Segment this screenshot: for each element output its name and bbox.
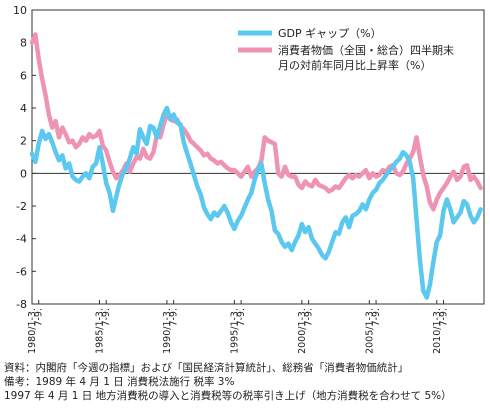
x-tick-label: 7-9. <box>371 308 382 327</box>
series-layer <box>29 32 483 300</box>
remarks-note: 備考：1989 年 4 月 1 日 消費税法施行 税率 3% <box>4 376 235 388</box>
y-tick-label: 10 <box>13 4 27 17</box>
source-note: 資料：内閣府「今週の指標」および「国民経済計算統計」、総務省「消費者物価統計」 <box>4 362 409 374</box>
y-tick-label: -8 <box>16 298 27 311</box>
x-tick-label: 1980/1-3. <box>27 308 38 354</box>
x-tick-label: 7-9. <box>34 308 45 327</box>
x-tick-label: 7-9. <box>304 308 315 327</box>
y-tick-label: 8 <box>20 37 27 50</box>
legend-label-cpi-line2: 月の対前年同月比上昇率（%） <box>278 58 431 72</box>
y-tick-label: -2 <box>16 200 27 213</box>
y-tick-label: 4 <box>20 102 27 115</box>
remarks-note-2: 1997 年 4 月 1 日 地方消費税の導入と消費税等の税率引き上げ（地方消費… <box>4 390 452 402</box>
x-tick-label: 7-9. <box>439 308 450 327</box>
y-tick-label: -4 <box>16 233 27 246</box>
y-axis: 10 8 6 4 2 0 -2 -4 -6 -8 <box>13 4 36 311</box>
source-notes: 資料：内閣府「今週の指標」および「国民経済計算統計」、総務省「消費者物価統計」 … <box>4 361 490 403</box>
x-tick-label: 2000/1-3. <box>297 308 308 354</box>
y-tick-label: 6 <box>20 69 27 82</box>
x-axis: 1980/1-3.7-9. 1985/1-3.7-9. 1990/1-3.7-9. 1… <box>27 300 450 354</box>
legend-label-gdp: GDP ギャップ（%） <box>278 27 382 40</box>
series-line-gdp-gap <box>29 105 483 300</box>
x-tick-label: 7-9. <box>101 308 112 327</box>
x-tick-label: 2010/1-3. <box>432 308 443 354</box>
legend-label-cpi-line1: 消費者物価（全国・総合）四半期末 <box>278 43 454 57</box>
x-tick-label: 1995/1-3. <box>229 308 240 354</box>
x-tick-label: 7-9. <box>236 308 247 327</box>
y-tick-label: 0 <box>20 167 27 180</box>
x-tick-label: 1985/1-3. <box>94 308 105 354</box>
legend: GDP ギャップ（%） 消費者物価（全国・総合）四半期末 月の対前年同月比上昇率… <box>238 27 454 72</box>
x-tick-label: 2005/1-3. <box>364 308 375 354</box>
x-tick-label: 1990/1-3. <box>162 308 173 354</box>
x-tick-label: 7-9. <box>169 308 180 327</box>
y-tick-label: 2 <box>20 135 27 148</box>
y-tick-label: -6 <box>16 265 27 278</box>
